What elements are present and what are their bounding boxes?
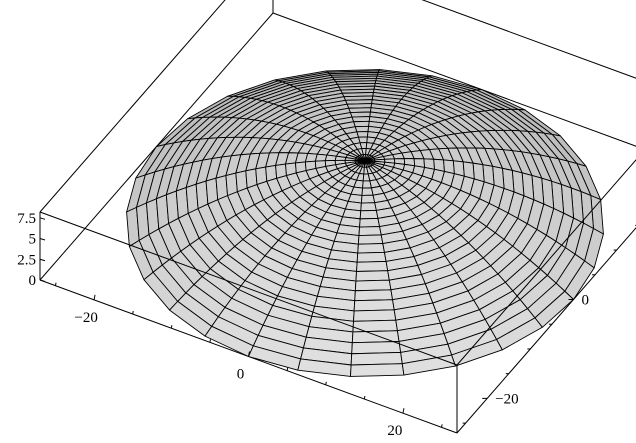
z-tick-mark: [39, 238, 46, 241]
z-tick-label: 5: [29, 232, 37, 248]
z-tick-mark: [39, 279, 46, 282]
box-edge-front: [456, 159, 636, 366]
surface-facet: [350, 352, 403, 366]
surface-facet: [359, 217, 381, 228]
surface-facet: [356, 260, 389, 272]
box-edge-back: [39, 0, 226, 213]
surface-facet: [324, 154, 337, 162]
surface-facet: [360, 202, 377, 212]
surface-facet: [358, 226, 382, 237]
x-minor-tick: [441, 424, 443, 428]
surface-facet: [353, 299, 395, 312]
surface-facet: [354, 289, 394, 302]
surface-facet: [354, 279, 392, 292]
x-tick-label: −20: [74, 310, 97, 326]
surface-facet: [353, 309, 397, 322]
surface-facet: [356, 131, 369, 138]
z-tick-label: 2.5: [17, 252, 36, 268]
x-minor-tick: [54, 282, 57, 286]
x-minor-tick: [363, 395, 366, 400]
surface-facet: [353, 120, 370, 128]
surface-facet: [350, 363, 405, 377]
surface-facet: [356, 251, 387, 263]
surface-facet: [358, 136, 368, 144]
x-minor-tick: [286, 367, 289, 371]
x-tick-label: 20: [387, 423, 402, 439]
surface-facet: [357, 243, 385, 254]
z-tick-mark: [39, 258, 46, 262]
z-tick-mark: [39, 217, 46, 220]
surface-facet: [359, 209, 379, 220]
surface-facet: [352, 319, 398, 333]
x-minor-tick: [209, 339, 211, 343]
z-tick-label: 0: [29, 273, 37, 289]
box-edge-front: [39, 211, 458, 366]
x-minor-tick: [132, 310, 134, 315]
box-edge-back: [421, 0, 636, 79]
x-minor-tick: [325, 381, 327, 385]
z-tick-label: 7.5: [17, 211, 36, 227]
y-tick-label: 0: [582, 293, 590, 309]
surface-facet: [360, 194, 376, 204]
surface-facet: [359, 142, 368, 150]
y-tick-label: −20: [495, 391, 518, 407]
surface-facet: [355, 270, 390, 282]
surface-facet: [357, 234, 384, 245]
x-tick-mark: [93, 294, 96, 300]
x-minor-tick: [170, 325, 173, 329]
x-tick-mark: [248, 351, 250, 357]
surface-facet: [354, 125, 370, 133]
x-tick-label: 0: [237, 367, 245, 383]
x-tick-mark: [402, 408, 405, 414]
surface-mesh: [126, 69, 604, 377]
surface-facet: [351, 341, 402, 355]
